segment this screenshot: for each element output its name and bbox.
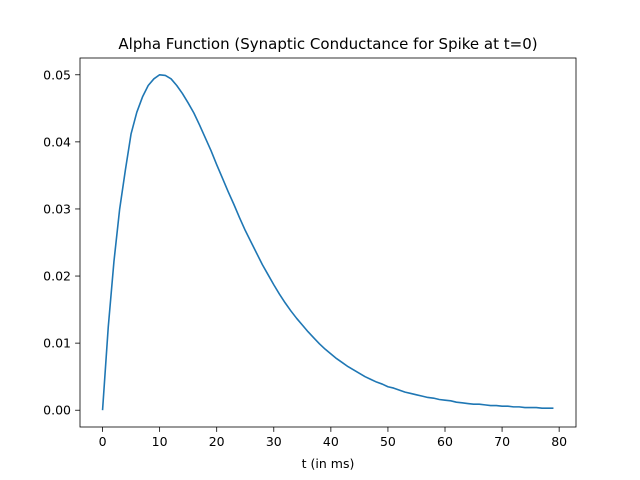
x-tick-label: 0 [99,434,107,449]
y-tick-label: 0.01 [43,336,71,351]
x-tick-label: 60 [437,434,453,449]
y-axis-ticks: 0.00 0.01 0.02 0.03 0.04 0.05 [43,67,80,418]
plot-background [80,58,576,427]
x-axis-ticks: 0 10 20 30 40 50 60 70 80 [99,427,567,449]
x-tick-label: 10 [152,434,168,449]
x-axis-label: t (in ms) [302,456,355,471]
y-tick-label: 0.04 [43,134,71,149]
x-tick-label: 30 [266,434,282,449]
y-tick-label: 0.02 [43,269,71,284]
series-layer [101,73,554,411]
plot-area [79,57,577,428]
y-tick-label: 0.00 [43,403,71,418]
y-tick-label: 0.05 [43,67,71,82]
x-tick-label: 50 [380,434,396,449]
x-tick-label: 70 [494,434,510,449]
chart-title: Alpha Function (Synaptic Conductance for… [118,35,537,53]
x-tick-label: 80 [551,434,567,449]
plot-frame [79,57,577,428]
y-tick-label: 0.03 [43,201,71,216]
x-tick-label: 40 [323,434,339,449]
x-tick-label: 20 [209,434,225,449]
series-line [101,73,554,411]
